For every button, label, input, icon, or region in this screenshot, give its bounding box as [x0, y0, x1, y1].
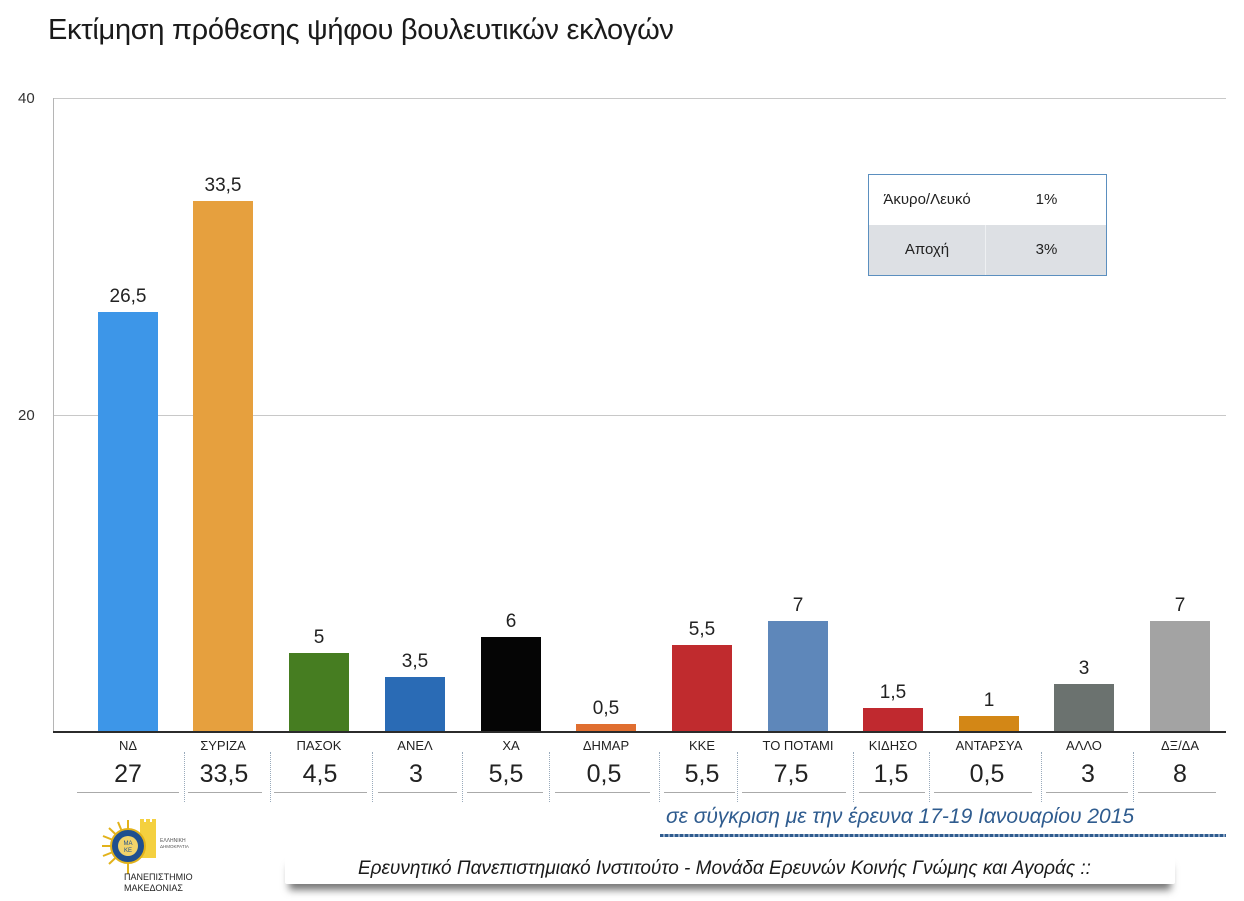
- bar-value-label: 3,5: [401, 650, 429, 672]
- previous-value: 8: [1173, 760, 1187, 788]
- previous-value: 5,5: [488, 760, 524, 788]
- gridline-40: [53, 98, 1226, 99]
- previous-value: 1,5: [873, 760, 909, 788]
- y-tick-40: 40: [18, 90, 35, 107]
- bar-value-label: 1: [983, 690, 995, 712]
- y-tick-20: 20: [18, 407, 35, 424]
- bar: [385, 676, 445, 732]
- comparison-note: σε σύγκριση με την έρευνα 17-19 Ιανουαρί…: [666, 805, 1135, 828]
- table-row: Αποχή 3%: [869, 225, 1106, 275]
- previous-value: 0,5: [969, 760, 1005, 788]
- previous-value-underline: [467, 792, 543, 793]
- bar-value-label: 5,5: [688, 618, 716, 640]
- column-separator: [372, 752, 373, 802]
- column-separator: [549, 752, 550, 802]
- bar: [576, 724, 636, 732]
- column-separator: [1041, 752, 1042, 802]
- bar: [959, 716, 1019, 732]
- bar-value-label: 7: [1174, 595, 1186, 617]
- category-label: ΣΥΡΙΖΑ: [200, 738, 246, 753]
- bar: [672, 644, 732, 732]
- row-label: Άκυρο/Λευκό: [883, 191, 971, 208]
- previous-value-underline: [934, 792, 1032, 793]
- bar: [1150, 621, 1210, 732]
- svg-text:ΜΑΚΕΔΟΝΙΑΣ: ΜΑΚΕΔΟΝΙΑΣ: [124, 883, 183, 893]
- svg-text:ΚΕ: ΚΕ: [124, 848, 132, 854]
- column-separator: [184, 752, 185, 802]
- footer-banner: [285, 852, 1175, 884]
- bar: [193, 201, 253, 732]
- previous-value: 3: [409, 760, 423, 788]
- category-label: ΚΙΔΗΣΟ: [868, 738, 918, 753]
- previous-value: 27: [114, 760, 142, 788]
- column-separator: [737, 752, 738, 802]
- bar-value-label: 33,5: [204, 175, 242, 197]
- previous-value: 3: [1081, 760, 1095, 788]
- column-separator: [270, 752, 271, 802]
- svg-text:ΜΑ: ΜΑ: [124, 841, 133, 847]
- comparison-underline: [660, 834, 1226, 837]
- previous-value: 7,5: [773, 760, 809, 788]
- category-label: ΚΚΕ: [688, 738, 715, 753]
- previous-value-underline: [555, 792, 650, 793]
- column-separator: [853, 752, 854, 802]
- footer-text: Ερευνητικό Πανεπιστημιακό Ινστιτούτο - Μ…: [358, 858, 1091, 879]
- svg-text:ΕΛΛΗΝΙΚΗ: ΕΛΛΗΝΙΚΗ: [160, 838, 186, 844]
- x-axis: [53, 731, 1226, 733]
- previous-value-underline: [859, 792, 925, 793]
- category-label: ΤΟ ΠΟΤΑΜΙ: [762, 738, 834, 753]
- previous-value-underline: [1046, 792, 1128, 793]
- bar-value-label: 7: [792, 595, 804, 617]
- row-label: Αποχή: [904, 241, 950, 258]
- previous-value-underline: [742, 792, 846, 793]
- previous-value-underline: [188, 792, 262, 793]
- category-label: ΠΑΣΟΚ: [296, 738, 342, 753]
- svg-text:ΠΑΝΕΠΙΣΤΗΜΙΟ: ΠΑΝΕΠΙΣΤΗΜΙΟ: [124, 872, 193, 882]
- previous-value-underline: [274, 792, 367, 793]
- column-separator: [929, 752, 930, 802]
- category-label: ΔΗΜΑΡ: [582, 738, 630, 753]
- row-value: 1%: [985, 175, 1107, 225]
- previous-value: 0,5: [586, 760, 622, 788]
- abstention-table: Άκυρο/Λευκό 1% Αποχή 3%: [868, 174, 1107, 276]
- sun-seal-icon: ΜΑ ΚΕ ΕΛΛΗΝΙΚΗ ΔΗΜΟΚΡΑΤΙΑ ΠΑΝΕΠΙΣΤΗΜΙΟ Μ…: [102, 819, 193, 893]
- svg-text:ΔΗΜΟΚΡΑΤΙΑ: ΔΗΜΟΚΡΑΤΙΑ: [160, 844, 189, 849]
- bar: [481, 636, 541, 732]
- category-label: ΝΔ: [118, 738, 138, 753]
- previous-value: 5,5: [684, 760, 720, 788]
- category-label: ΑΝΕΛ: [397, 738, 433, 753]
- bar: [863, 708, 923, 732]
- bar: [289, 652, 349, 732]
- row-value: 3%: [985, 225, 1107, 275]
- bar: [1054, 684, 1114, 732]
- column-separator: [462, 752, 463, 802]
- previous-value-underline: [664, 792, 735, 793]
- bar: [768, 621, 828, 732]
- table-row: Άκυρο/Λευκό 1%: [869, 175, 1106, 226]
- category-label: ΧΑ: [502, 738, 520, 753]
- previous-value-underline: [77, 792, 179, 793]
- bar-value-label: 0,5: [592, 698, 620, 720]
- bar-value-label: 5: [313, 626, 325, 648]
- previous-value-underline: [1138, 792, 1216, 793]
- previous-value: 33,5: [199, 760, 249, 788]
- gridline-20: [53, 415, 1226, 416]
- bar: [98, 311, 158, 732]
- university-logo: ΜΑ ΚΕ ΕΛΛΗΝΙΚΗ ΔΗΜΟΚΡΑΤΙΑ ΠΑΝΕΠΙΣΤΗΜΙΟ Μ…: [98, 818, 228, 896]
- bar-value-label: 6: [505, 610, 517, 632]
- bar-value-label: 1,5: [879, 682, 907, 704]
- bar-value-label: 26,5: [109, 285, 147, 307]
- y-axis: [53, 98, 54, 732]
- category-label: ΔΞ/ΔΑ: [1160, 738, 1200, 753]
- column-separator: [1133, 752, 1134, 802]
- previous-value-underline: [378, 792, 457, 793]
- column-separator: [659, 752, 660, 802]
- chart-title: Εκτίμηση πρόθεσης ψήφου βουλευτικών εκλο…: [48, 14, 674, 46]
- category-label: ΑΛΛΟ: [1066, 738, 1102, 753]
- previous-value: 4,5: [302, 760, 338, 788]
- category-label: ΑΝΤΑΡΣΥΑ: [955, 738, 1023, 753]
- bar-value-label: 3: [1078, 658, 1090, 680]
